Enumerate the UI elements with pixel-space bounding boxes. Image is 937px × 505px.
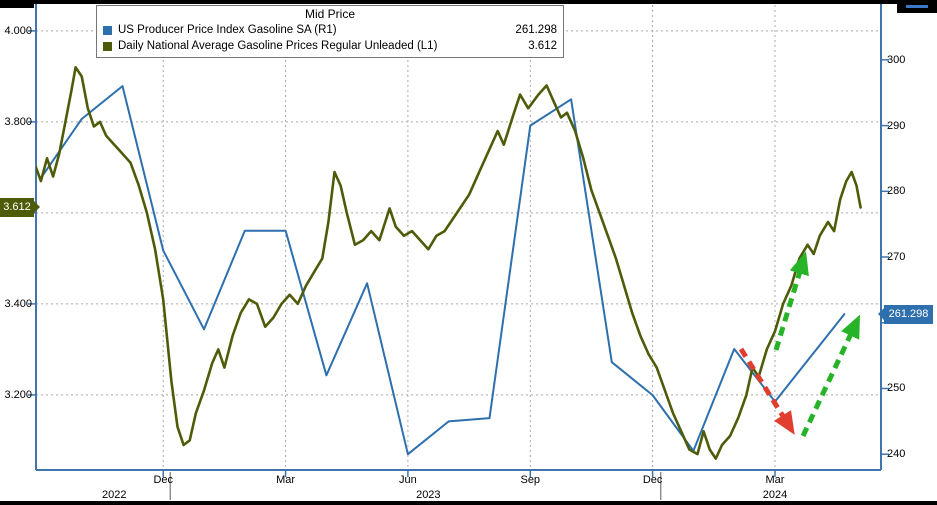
right-axis-tick-label: 300: [887, 53, 906, 66]
left-axis-tick-label: 3.400: [4, 297, 32, 310]
x-axis-year-label: 2023: [416, 489, 441, 501]
gas-series-swatch-icon: [103, 41, 112, 51]
ppi-series-value: 261.298: [515, 24, 557, 36]
right-axis-tick-label: 280: [887, 185, 906, 198]
ppi-series-label: US Producer Price Index Gasoline SA (R1): [118, 24, 337, 36]
x-axis-year-label: 2024: [762, 489, 788, 501]
right-axis-tick-label: 240: [887, 448, 906, 461]
green-up-arrow-gas: [773, 251, 809, 351]
toolbar-button-icon[interactable]: [906, 5, 928, 8]
right-axis-tick-label: 290: [887, 119, 906, 132]
gas-series-label: Daily National Average Gasoline Prices R…: [118, 40, 438, 52]
x-axis-month-label: Jun: [399, 474, 417, 486]
green-up-arrow-ppi: [800, 314, 860, 438]
toolbar-fragment: [897, 0, 937, 13]
x-axis-month-label: Mar: [765, 474, 785, 486]
right-axis-value-badge: 261.298: [878, 304, 933, 324]
x-axis-month-label: Dec: [642, 474, 663, 486]
x-axis-month-label: Dec: [153, 474, 174, 486]
left-axis-tick-label: 4.000: [4, 24, 32, 37]
legend-box: Mid Price US Producer Price Index Gasoli…: [96, 5, 564, 58]
gas-series-value: 3.612: [528, 40, 557, 52]
right-axis-tick-label: 250: [887, 382, 906, 395]
x-axis-year-label: 2022: [102, 489, 127, 501]
series-line-national-avg-gas: [36, 66, 862, 460]
x-axis-month-label: Sep: [520, 474, 541, 486]
top-crop-strip: [0, 0, 937, 4]
ppi-series-swatch-icon: [103, 25, 112, 35]
left-axis-value-badge: 3.612: [0, 197, 40, 217]
top-left-crop-block: [0, 0, 34, 8]
left-axis-tick-label: 3.200: [4, 388, 32, 401]
legend-title: Mid Price: [304, 7, 355, 21]
left-axis-tick-label: 3.800: [4, 115, 32, 128]
x-axis-month-label: Mar: [276, 474, 296, 486]
red-down-arrow-ppi: [738, 347, 795, 435]
right-axis-tick-label: 270: [887, 251, 906, 264]
series-line-ppi-gasoline: [39, 85, 846, 456]
legend-row-ppi: US Producer Price Index Gasoline SA (R1)…: [103, 22, 557, 38]
legend-row-gas: Daily National Average Gasoline Prices R…: [103, 38, 557, 54]
bottom-crop-strip: [0, 501, 937, 505]
